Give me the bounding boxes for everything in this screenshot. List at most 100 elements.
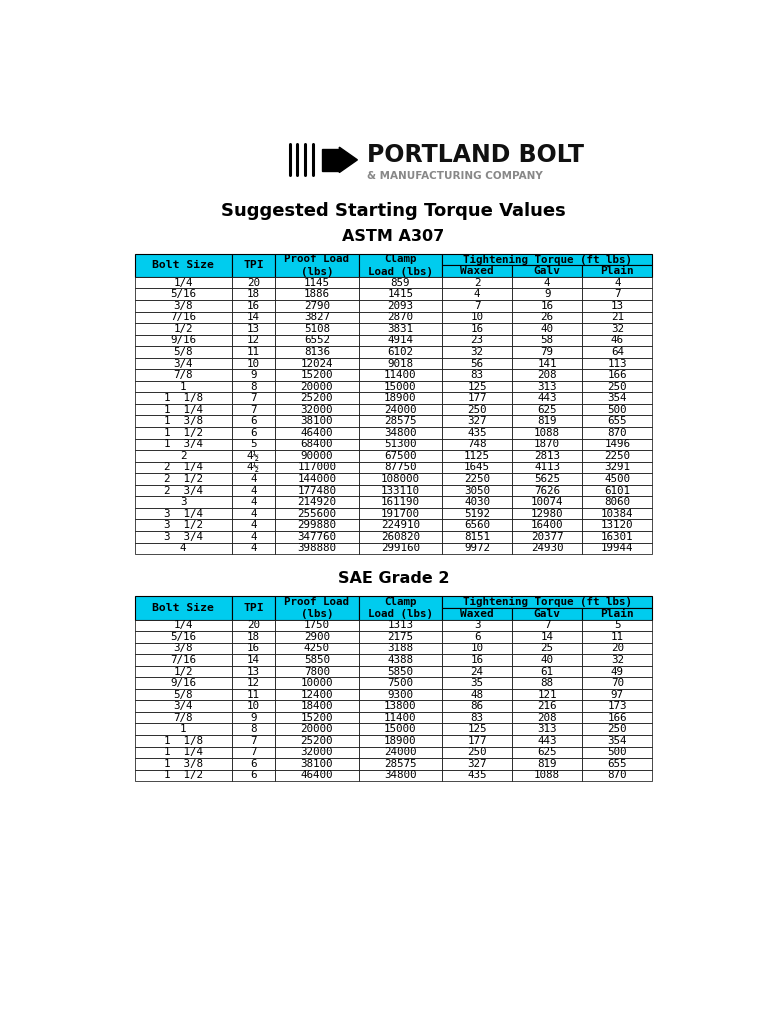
Text: 7800: 7800	[304, 667, 329, 677]
Bar	[232, 462, 275, 473]
Text: 255600: 255600	[297, 509, 336, 518]
Text: 5/8: 5/8	[174, 689, 193, 699]
Text: 870: 870	[607, 428, 627, 438]
Bar	[232, 689, 275, 700]
Bar	[275, 484, 359, 497]
Text: 6552: 6552	[304, 336, 329, 345]
Text: Bolt Size: Bolt Size	[152, 260, 214, 270]
Text: 819: 819	[538, 416, 557, 426]
Bar	[359, 677, 442, 689]
Bar	[135, 451, 232, 462]
Bar	[512, 746, 582, 758]
Text: 1645: 1645	[464, 463, 490, 472]
Text: 443: 443	[538, 393, 557, 403]
Text: Waxed: Waxed	[460, 266, 494, 276]
Bar	[359, 735, 442, 746]
Bar	[512, 346, 582, 357]
Bar	[275, 758, 359, 770]
Bar	[232, 543, 275, 554]
Text: 3  1/4: 3 1/4	[164, 509, 203, 518]
Bar	[582, 276, 652, 289]
Bar	[135, 677, 232, 689]
Bar	[512, 712, 582, 724]
Text: 4250: 4250	[304, 643, 329, 653]
Text: 5625: 5625	[534, 474, 560, 484]
Text: 7/16: 7/16	[170, 655, 197, 665]
Bar	[442, 276, 512, 289]
Text: 24930: 24930	[531, 544, 564, 553]
Bar	[359, 392, 442, 403]
Bar	[275, 427, 359, 438]
Text: 2250: 2250	[464, 474, 490, 484]
Text: 9300: 9300	[387, 689, 413, 699]
Text: 6: 6	[250, 416, 257, 426]
Text: 125: 125	[467, 724, 487, 734]
Bar	[512, 724, 582, 735]
Text: 38100: 38100	[300, 416, 333, 426]
Text: 8060: 8060	[604, 497, 631, 507]
Bar	[135, 484, 232, 497]
Bar	[512, 438, 582, 451]
Bar	[512, 416, 582, 427]
Bar	[442, 392, 512, 403]
Text: 12400: 12400	[300, 689, 333, 699]
Bar	[512, 265, 582, 276]
Text: 3291: 3291	[604, 463, 631, 472]
Bar	[275, 712, 359, 724]
Bar	[135, 254, 232, 276]
Bar	[442, 677, 512, 689]
Text: 4113: 4113	[534, 463, 560, 472]
Bar	[135, 473, 232, 484]
Bar	[359, 724, 442, 735]
Bar	[232, 643, 275, 654]
Bar	[442, 519, 512, 531]
Bar	[232, 724, 275, 735]
Text: 6560: 6560	[464, 520, 490, 530]
Text: 2250: 2250	[604, 451, 631, 461]
Bar	[135, 438, 232, 451]
Text: 13: 13	[247, 324, 260, 334]
Text: 250: 250	[607, 382, 627, 391]
Text: 14: 14	[541, 632, 554, 642]
Bar	[442, 300, 512, 311]
Bar	[275, 654, 359, 666]
Bar	[582, 451, 652, 462]
Bar	[512, 300, 582, 311]
Bar	[275, 666, 359, 677]
Text: 1145: 1145	[304, 278, 329, 288]
Text: 28575: 28575	[384, 416, 416, 426]
Bar	[232, 392, 275, 403]
Bar	[232, 311, 275, 324]
Text: 177: 177	[467, 736, 487, 745]
Bar	[442, 700, 512, 712]
Bar	[359, 300, 442, 311]
Text: 16400: 16400	[531, 520, 564, 530]
Text: 9/16: 9/16	[170, 678, 197, 688]
Bar	[582, 416, 652, 427]
Text: 83: 83	[471, 713, 484, 723]
Text: 117000: 117000	[297, 463, 336, 472]
Bar	[512, 654, 582, 666]
Bar	[442, 596, 652, 608]
Text: 1415: 1415	[387, 289, 413, 299]
Text: 40: 40	[541, 324, 554, 334]
Bar	[232, 370, 275, 381]
Text: 13: 13	[247, 667, 260, 677]
Bar	[232, 300, 275, 311]
Bar	[359, 427, 442, 438]
Text: 4: 4	[474, 289, 480, 299]
Text: 214920: 214920	[297, 497, 336, 507]
Bar	[135, 735, 232, 746]
Text: 3050: 3050	[464, 485, 490, 496]
Text: 12024: 12024	[300, 358, 333, 369]
Bar	[442, 620, 512, 631]
Bar	[232, 677, 275, 689]
Bar	[135, 543, 232, 554]
Text: 6: 6	[250, 428, 257, 438]
Bar	[232, 620, 275, 631]
Text: Proof Load
(lbs): Proof Load (lbs)	[284, 597, 349, 620]
Bar	[512, 666, 582, 677]
Text: 9: 9	[250, 713, 257, 723]
Bar	[359, 254, 442, 276]
Text: 20000: 20000	[300, 724, 333, 734]
